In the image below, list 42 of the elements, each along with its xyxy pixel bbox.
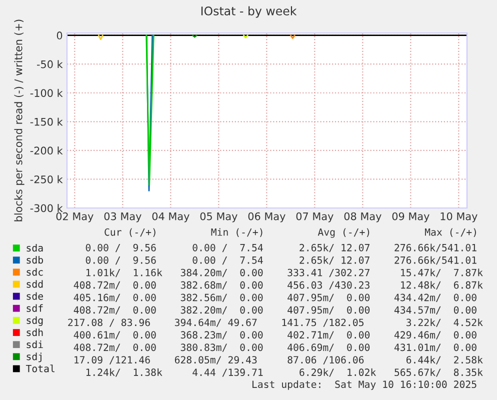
y-tick-label: -50 k: [36, 60, 63, 68]
text: 217.08 / 83.96 394.64m/ 49.67 141.75 /182.05 3.22k/ 4.52k: [68, 318, 483, 327]
legend-label: sdj: [26, 352, 42, 362]
text: 408.72m/ 0.00 382.20m/ 0.00 407.95m/ 0.00 434.57m/ 0.00: [74, 306, 476, 314]
x-tick-label: 08 May: [344, 212, 382, 222]
x-tick-label: 07 May: [296, 212, 334, 222]
legend-label: sda: [26, 244, 43, 252]
legend-label: sde: [26, 292, 43, 300]
text: 408.72m/ 0.00 382.68m/ 0.00 456.03 /430.23 12.48k/ 6.87k: [74, 281, 483, 290]
text: 0.00 / 9.56 0.00 / 7.54 2.65k/ 12.07 276.66k/541.01: [86, 244, 476, 252]
legend-label: sdb: [26, 256, 43, 264]
x-tick-label: 04 May: [152, 212, 190, 222]
text: 408.72m/ 0.00 380.83m/ 0.00 406.69m/ 0.00 431.01m/ 0.00: [74, 344, 476, 352]
y-tick-label: -150 k: [30, 118, 63, 126]
y-tick-label: -300 k: [30, 204, 63, 212]
y-tick-label: -200 k: [30, 146, 63, 155]
chart-title: IOstat - by week: [201, 6, 297, 18]
text: 0.00 / 9.56 0.00 / 7.54 2.65k/ 12.07 276.66k/541.01: [86, 256, 476, 265]
text: Cur (-/+) Min (-/+) Avg (-/+) Max (-/+): [104, 228, 476, 238]
text: 1.01k/ 1.16k 384.20m/ 0.00 333.41 /302.27 15.47k/ 7.87k: [86, 268, 483, 278]
x-tick-label: 03 May: [104, 212, 142, 222]
x-tick-label: 05 May: [200, 212, 238, 222]
legend-label: sdg: [26, 316, 43, 326]
y-tick-label: 0: [56, 32, 62, 40]
legend-label: sdc: [26, 268, 43, 276]
x-tick-label: 10 May: [440, 212, 478, 222]
y-tick-label: -250 k: [30, 175, 63, 184]
y-axis-title: blocks per second read (-) / written (+): [14, 20, 24, 222]
y-tick-label: -100 k: [30, 88, 63, 97]
legend-label: sdd: [26, 280, 43, 288]
x-tick-label: 06 May: [248, 212, 286, 222]
legend-label: sdf: [26, 304, 43, 312]
text: 17.09 /121.46 628.05m/ 29.43 87.06 /106.06 6.44k/ 2.58k: [74, 356, 483, 364]
x-tick-label: 09 May: [392, 212, 430, 222]
legend-label: sdi: [26, 340, 43, 348]
text: Last update: Sat May 10 16:10:00 2025: [252, 380, 476, 390]
text: 405.16m/ 0.00 382.56m/ 0.00 407.95m/ 0.00 434.42m/ 0.00: [74, 294, 476, 302]
x-tick-label: 02 May: [56, 212, 94, 222]
legend-label: sdh: [26, 328, 43, 336]
text: 400.61m/ 0.00 368.23m/ 0.00 402.71m/ 0.00 429.46m/ 0.00: [74, 331, 476, 340]
legend-label: Total: [26, 364, 54, 372]
text: 1.24k/ 1.38k 4.44 /139.71 6.29k/ 1.02k 565.67k/ 8.35k: [86, 368, 483, 377]
